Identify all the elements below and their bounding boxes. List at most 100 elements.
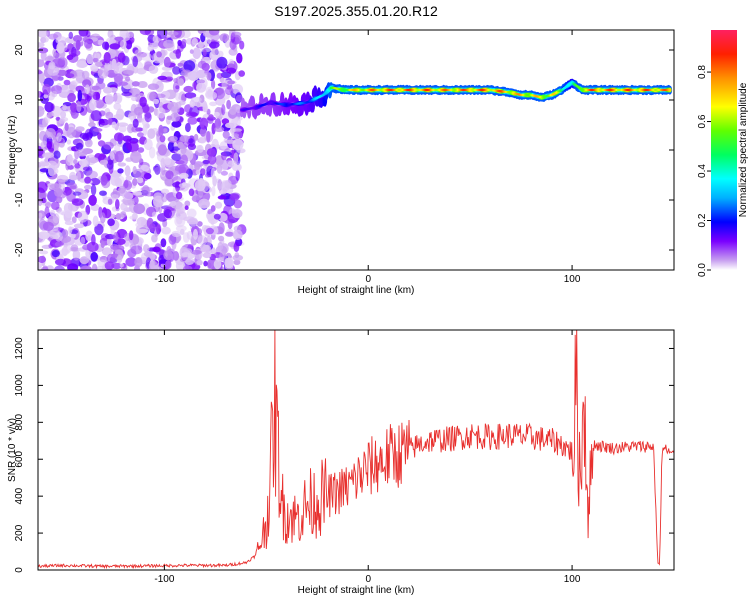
spectrogram-noise-blob [122,180,133,191]
spectrogram-noise-blob [125,76,131,82]
spectrogram-noise-blob [110,225,115,236]
spectrogram-noise-blob [94,223,104,236]
spectrogram-noise-blob [132,178,138,186]
spectrogram-noise-blob [39,250,49,255]
spectrogram-noise-blob [62,104,67,111]
spectrogram-noise-blob [231,31,242,38]
spectrogram-noise-blob [233,259,241,265]
spectrogram-noise-blob [67,164,74,170]
spectrogram-noise-blob [38,231,50,240]
spectrogram-noise-blob [143,244,150,253]
snr-y-tick-label: 1200 [14,337,25,360]
spectrogram-noise-blob [102,41,109,50]
spectrogram-noise-blob [61,246,68,257]
spectrogram-noise-blob [163,39,175,49]
spectrogram-noise-blob [117,52,126,63]
spectrogram-noise-blob [48,33,59,40]
spectrogram-noise-blob [183,85,194,93]
spectrogram-noise-blob [90,184,97,196]
spectrogram-noise-blob [100,174,108,186]
spectrogram-noise-blob [220,170,228,176]
spectrogram-noise-blob [110,243,120,250]
spectrogram-noise-blob [193,228,198,240]
spectrogram-noise-blob [118,185,126,194]
spectrogram-noise-blob [67,263,79,270]
spectrogram-noise-blob [78,30,89,37]
snr-y-tick-label: 0 [14,567,25,573]
spectrogram-noise-blob [56,132,62,142]
spectrogram-noise-blob [157,107,166,119]
spectrogram-noise-blob [85,204,91,215]
spectrogram-noise-blob [134,257,143,268]
spectrogram-noise-blob [79,132,89,140]
spectrogram-noise-blob [54,265,65,270]
spectrogram-noise-blob [117,122,129,127]
spectrogram-noise-blob [38,30,48,38]
spectrogram-noise-blob [227,80,236,85]
spectrogram-noise-blob [229,106,237,115]
spectrogram-noise-blob [123,200,135,206]
spectrogram-noise-blob [214,87,226,100]
spectrogram-noise-blob [114,36,124,41]
spectrogram-noise-blob [202,103,208,113]
spectrogram-noise-blob [153,98,160,105]
spectrogram-noise-blob [67,92,76,103]
spectrogram-noise-blob [75,39,81,51]
spectrogram-noise-blob [219,141,228,150]
spectrogram-noise-blob [109,151,115,161]
spectrogram-noise-blob [162,128,168,133]
spectrogram-noise-blob [107,218,115,227]
spectrogram-noise-blob [224,86,234,96]
spectrogram-noise-blob [165,170,174,180]
spectrogram-noise-blob [77,210,89,223]
spectrogram-noise-blob [210,167,215,180]
spectrogram-noise-blob [202,49,207,57]
spectrogram-noise-blob [103,52,111,64]
spectrogram-noise-blob [195,169,200,175]
spectrogram-noise-blob [234,116,243,121]
spectrogram-noise-blob [38,255,47,264]
spectrogram-noise-blob [104,261,115,270]
spectrogram-noise-blob [55,258,66,266]
spectrogram-noise-blob [143,251,153,257]
spectrogram-noise-blob [213,259,222,270]
spectrogram-noise-blob [172,66,181,75]
spectrogram-noise-blob [134,49,142,58]
spectrogram-noise-blob [99,159,109,165]
spectrogram-noise-blob [131,81,140,87]
spectrogram-noise-blob [89,177,101,186]
spectrogram-noise-blob [176,215,183,225]
spectrogram-noise-blob [196,82,207,93]
spectrogram-noise-blob [51,90,58,98]
spectrogram-noise-blob [200,168,206,176]
spectrogram-noise-blob [49,183,62,189]
spectrogram-noise-blob [218,222,225,235]
spectrogram-noise-blob [92,215,99,227]
spectrogram-noise-blob [175,92,182,101]
spectrogram-noise-blob [180,145,187,155]
spectrogram-noise-blob [163,56,171,68]
spectrogram-y-axis-label: Frequency (Hz) [7,116,18,185]
spectrogram-noise-blob [148,65,159,74]
spectrogram-noise-blob [64,220,74,226]
spectrogram-noise-blob [45,127,56,139]
spectrogram-noise-blob [184,205,189,210]
spectrogram-noise-blob [90,251,98,262]
spectrogram-noise-blob [44,206,50,218]
spectrogram-noise-blob [73,159,78,165]
spectrogram-noise-blob [157,144,167,156]
spectrogram-noise-blob [77,71,83,78]
spectrogram-noise-blob [68,31,74,39]
spectrogram-noise-blob [132,191,143,196]
spectrogram-noise-blob [39,130,47,141]
spectrogram-noise-blob [196,144,204,153]
spectrogram-noise-blob [75,142,84,150]
spectrogram-noise-blob [77,89,83,102]
spectrogram-noise-blob [79,256,90,265]
spectrogram-noise-blob [64,122,69,132]
spectrogram-noise-blob [99,212,106,224]
spectrogram-noise-blob [160,238,167,248]
colorbar-tick-label: 0.8 [697,65,708,79]
spectrogram-noise-blob [75,126,85,132]
